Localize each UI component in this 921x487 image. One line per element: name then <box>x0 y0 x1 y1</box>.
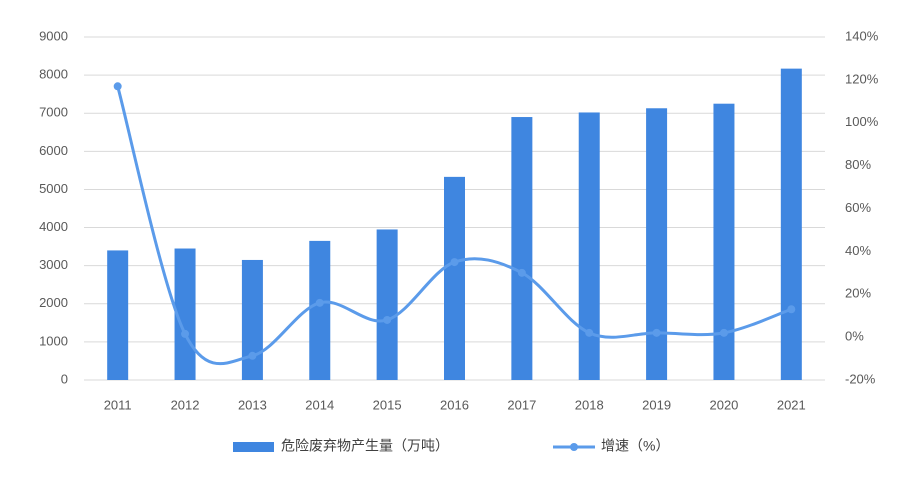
y-tick-label: 5000 <box>39 181 68 196</box>
line-marker <box>248 351 257 360</box>
line-marker <box>787 305 796 314</box>
y2-tick-label: 100% <box>845 114 879 129</box>
bar <box>713 103 735 380</box>
y2-tick-label: -20% <box>845 371 876 386</box>
line-marker <box>517 268 526 277</box>
y2-tick-label: 120% <box>845 71 879 86</box>
bar <box>578 112 600 381</box>
bar <box>780 68 802 380</box>
bar <box>107 250 129 380</box>
x-tick-label: 2020 <box>709 397 738 412</box>
line-marker <box>181 329 190 338</box>
y-tick-label: 4000 <box>39 219 68 234</box>
bar <box>241 259 263 380</box>
y-tick-label: 6000 <box>39 143 68 158</box>
x-tick-label: 2018 <box>575 397 604 412</box>
x-tick-label: 2015 <box>373 397 402 412</box>
legend-swatch <box>233 442 274 452</box>
x-tick-label: 2014 <box>305 397 334 412</box>
legend-swatch <box>570 443 578 451</box>
bar <box>646 108 668 381</box>
x-tick-label: 2017 <box>507 397 536 412</box>
x-tick-label: 2013 <box>238 397 267 412</box>
bar <box>309 240 331 380</box>
line-marker <box>450 258 459 267</box>
y-tick-label: 2000 <box>39 295 68 310</box>
y2-tick-label: 40% <box>845 243 871 258</box>
y2-tick-label: 20% <box>845 286 871 301</box>
line-marker <box>315 298 324 307</box>
line-marker <box>585 328 594 337</box>
y2-tick-label: 80% <box>845 157 871 172</box>
x-tick-label: 2019 <box>642 397 671 412</box>
x-tick-label: 2012 <box>171 397 200 412</box>
y-tick-label: 7000 <box>39 105 68 120</box>
bar <box>511 117 533 381</box>
line-marker <box>383 315 392 324</box>
bar <box>444 176 465 380</box>
y2-tick-label: 140% <box>845 28 879 43</box>
y-tick-label: 0 <box>61 371 68 386</box>
line-marker <box>652 328 661 337</box>
x-tick-label: 2021 <box>777 397 806 412</box>
line-marker <box>113 82 122 91</box>
y-tick-label: 9000 <box>39 28 68 43</box>
y-tick-label: 1000 <box>39 333 68 348</box>
x-tick-label: 2016 <box>440 397 469 412</box>
bar <box>174 248 196 380</box>
line-marker <box>719 328 728 337</box>
legend-label: 增速（%） <box>601 438 669 454</box>
legend-label: 危险废弃物产生量（万吨） <box>281 438 449 454</box>
y-tick-label: 3000 <box>39 257 68 272</box>
bar <box>376 229 398 380</box>
y-tick-label: 8000 <box>39 67 68 82</box>
y2-tick-label: 0% <box>845 329 864 344</box>
y2-tick-label: 60% <box>845 200 871 215</box>
x-tick-label: 2011 <box>104 397 132 412</box>
